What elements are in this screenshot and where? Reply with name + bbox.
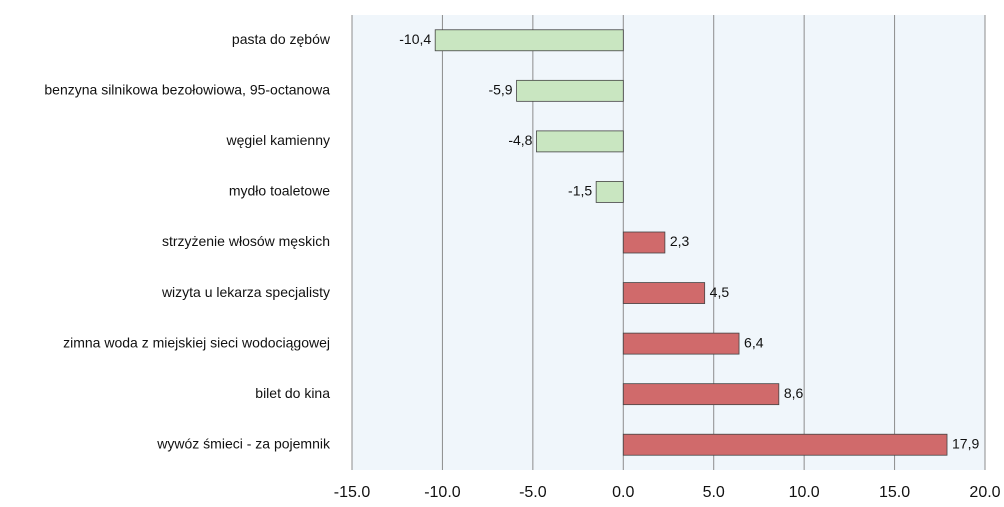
value-label: 2,3: [670, 233, 690, 249]
value-label: -4,8: [508, 132, 532, 148]
y-tick-label: zimna woda z miejskiej sieci wodociągowe…: [63, 334, 330, 350]
y-tick-label: bilet do kina: [255, 385, 330, 401]
x-tick-label: 15.0: [879, 484, 910, 501]
x-tick-label: 0.0: [612, 484, 634, 501]
bar: [622, 282, 706, 304]
value-label: -10,4: [399, 31, 431, 47]
bar: [622, 433, 948, 456]
value-label: -1,5: [568, 183, 592, 199]
x-tick-label: 10.0: [789, 484, 820, 501]
y-tick-label: benzyna silnikowa bezołowiowa, 95-octano…: [44, 82, 330, 98]
bar: [622, 383, 780, 406]
x-tick-label: -15.0: [334, 484, 371, 501]
value-label: 4,5: [710, 284, 730, 300]
bar: [622, 231, 666, 254]
bar: [536, 130, 624, 153]
x-tick-label: 5.0: [703, 484, 725, 501]
value-label: -5,9: [488, 82, 512, 98]
bar: [595, 181, 624, 203]
bar: [434, 29, 624, 52]
y-tick-label: wizyta u lekarza specjalisty: [161, 284, 330, 300]
value-label: 17,9: [952, 435, 979, 451]
x-tick-label: -5.0: [519, 484, 547, 501]
value-label: 6,4: [744, 334, 764, 350]
x-tick-label: 20.0: [969, 484, 1000, 501]
y-tick-label: pasta do zębów: [232, 31, 331, 47]
bar: [622, 332, 740, 355]
value-label: 8,6: [784, 385, 804, 401]
y-tick-label: mydło toaletowe: [229, 183, 330, 199]
bar: [516, 79, 624, 102]
y-tick-label: wywóz śmieci - za pojemnik: [156, 435, 331, 451]
y-tick-label: węgiel kamienny: [226, 132, 331, 148]
x-tick-label: -10.0: [424, 484, 461, 501]
y-tick-label: strzyżenie włosów męskich: [162, 233, 330, 249]
